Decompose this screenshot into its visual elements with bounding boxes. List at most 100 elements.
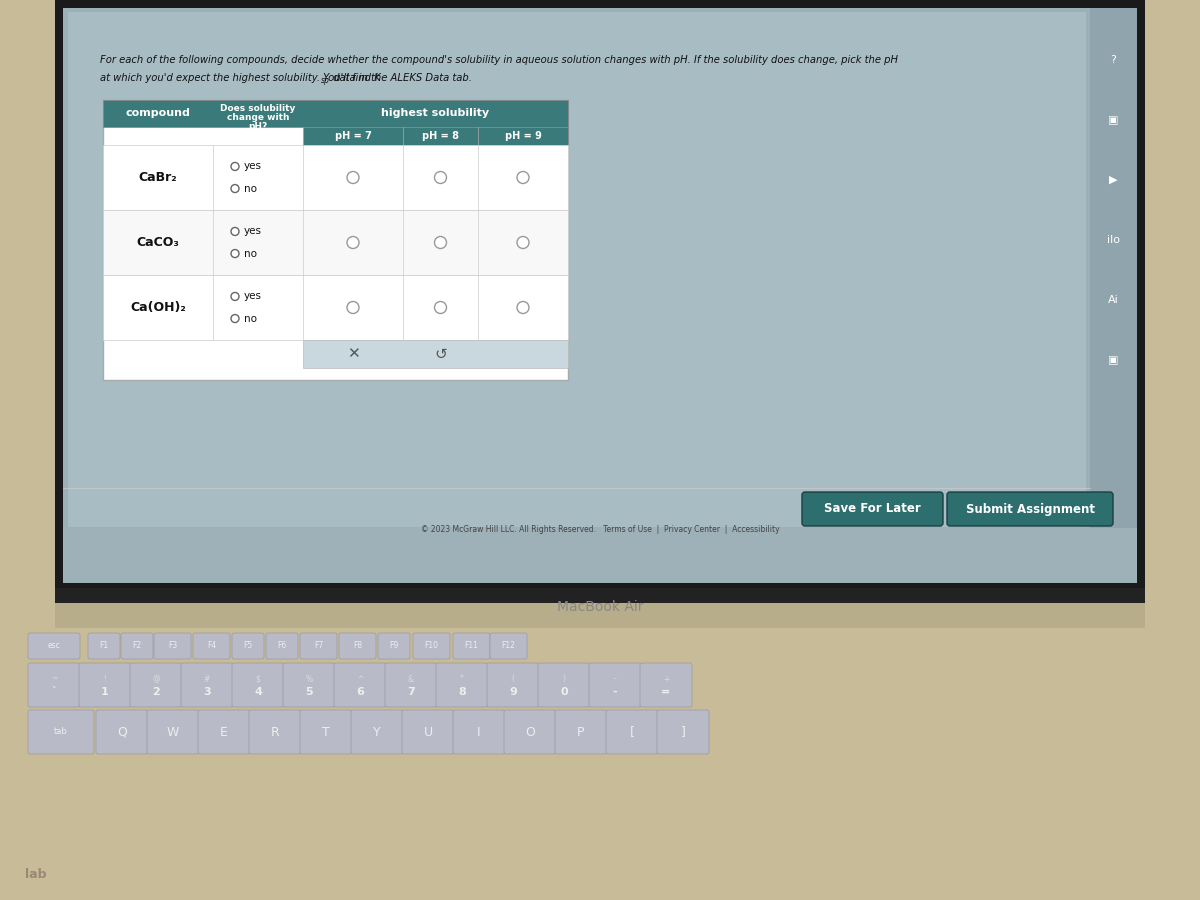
- Text: 4: 4: [254, 687, 262, 697]
- FancyBboxPatch shape: [554, 710, 607, 754]
- FancyBboxPatch shape: [454, 710, 505, 754]
- Text: ilo: ilo: [1106, 235, 1120, 245]
- Text: Save For Later: Save For Later: [823, 502, 920, 516]
- Bar: [55, 588, 1145, 603]
- Text: ?: ?: [1110, 55, 1116, 65]
- Text: *: *: [460, 674, 464, 683]
- Text: at which you'd expect the highest solubility. You'll find K: at which you'd expect the highest solubi…: [100, 73, 380, 83]
- Text: F3: F3: [168, 642, 178, 651]
- Circle shape: [230, 163, 239, 170]
- Text: U: U: [424, 725, 432, 739]
- Text: Ai: Ai: [1108, 295, 1118, 305]
- Text: change with: change with: [227, 113, 289, 122]
- Circle shape: [347, 172, 359, 184]
- FancyBboxPatch shape: [181, 663, 233, 707]
- Bar: [0, 603, 1200, 900]
- Text: 5: 5: [305, 687, 313, 697]
- Circle shape: [230, 184, 239, 193]
- Text: W: W: [167, 725, 179, 739]
- FancyBboxPatch shape: [283, 663, 335, 707]
- Bar: [302, 127, 568, 145]
- Text: compound: compound: [126, 109, 191, 119]
- Text: ]: ]: [680, 725, 685, 739]
- Circle shape: [230, 314, 239, 322]
- FancyBboxPatch shape: [79, 663, 131, 707]
- Text: F5: F5: [244, 642, 253, 651]
- FancyBboxPatch shape: [130, 663, 182, 707]
- Bar: [55, 603, 1145, 633]
- Text: F7: F7: [314, 642, 323, 651]
- Text: F1: F1: [100, 642, 108, 651]
- Circle shape: [517, 172, 529, 184]
- Text: Submit Assignment: Submit Assignment: [966, 502, 1094, 516]
- Text: F2: F2: [132, 642, 142, 651]
- Circle shape: [347, 237, 359, 248]
- Bar: [64, 8, 1138, 583]
- Text: ): ): [563, 674, 565, 683]
- FancyBboxPatch shape: [385, 663, 437, 707]
- Text: 9: 9: [509, 687, 517, 697]
- Text: ▶: ▶: [1109, 175, 1117, 185]
- Text: $: $: [256, 674, 260, 683]
- Text: 7: 7: [407, 687, 415, 697]
- Text: ✕: ✕: [347, 346, 359, 362]
- Text: !: !: [103, 674, 107, 683]
- Text: pH = 9: pH = 9: [504, 131, 541, 141]
- Text: sp: sp: [322, 76, 330, 85]
- Circle shape: [517, 237, 529, 248]
- Text: yes: yes: [244, 292, 262, 302]
- Text: 3: 3: [203, 687, 211, 697]
- FancyBboxPatch shape: [88, 633, 120, 659]
- Text: lab: lab: [25, 868, 47, 881]
- Circle shape: [517, 302, 529, 313]
- FancyBboxPatch shape: [28, 633, 80, 659]
- Text: © 2023 McGraw Hill LLC. All Rights Reserved.   Terms of Use  |  Privacy Center  : © 2023 McGraw Hill LLC. All Rights Reser…: [421, 525, 779, 534]
- Bar: [64, 8, 1090, 528]
- Text: F10: F10: [425, 642, 438, 651]
- Text: +: +: [662, 674, 670, 683]
- Text: 8: 8: [458, 687, 466, 697]
- Text: ^: ^: [356, 674, 364, 683]
- Bar: [302, 340, 568, 368]
- Text: For each of the following compounds, decide whether the compound's solubility in: For each of the following compounds, dec…: [100, 55, 898, 65]
- Text: esc: esc: [48, 642, 60, 651]
- FancyBboxPatch shape: [640, 663, 692, 707]
- Text: %: %: [306, 674, 312, 683]
- FancyBboxPatch shape: [413, 633, 450, 659]
- Text: F11: F11: [464, 642, 479, 651]
- Text: 0: 0: [560, 687, 568, 697]
- Bar: [103, 100, 568, 380]
- Text: Y: Y: [373, 725, 380, 739]
- Text: no: no: [244, 313, 257, 323]
- Text: ▣: ▣: [1108, 115, 1118, 125]
- Text: &: &: [408, 674, 414, 683]
- Bar: [103, 145, 568, 210]
- FancyBboxPatch shape: [28, 663, 80, 707]
- Text: MacBook Air: MacBook Air: [557, 600, 643, 614]
- FancyBboxPatch shape: [340, 633, 376, 659]
- Circle shape: [434, 302, 446, 313]
- Text: F6: F6: [277, 642, 287, 651]
- Text: highest solubility: highest solubility: [382, 109, 490, 119]
- Text: Ca(OH)₂: Ca(OH)₂: [130, 301, 186, 314]
- FancyBboxPatch shape: [436, 663, 488, 707]
- Text: F4: F4: [206, 642, 216, 651]
- Bar: [103, 275, 568, 340]
- Text: (: (: [511, 674, 515, 683]
- Text: Q: Q: [118, 725, 127, 739]
- FancyBboxPatch shape: [802, 492, 943, 526]
- Bar: [1090, 8, 1138, 528]
- Text: F12: F12: [502, 642, 516, 651]
- FancyBboxPatch shape: [193, 633, 230, 659]
- Text: data in the ALEKS Data tab.: data in the ALEKS Data tab.: [330, 73, 472, 83]
- FancyBboxPatch shape: [334, 663, 386, 707]
- Text: ↺: ↺: [434, 346, 446, 362]
- FancyBboxPatch shape: [538, 663, 590, 707]
- Text: @: @: [152, 674, 160, 683]
- FancyBboxPatch shape: [121, 633, 154, 659]
- Text: -: -: [613, 687, 617, 697]
- FancyBboxPatch shape: [232, 663, 284, 707]
- FancyBboxPatch shape: [352, 710, 403, 754]
- FancyBboxPatch shape: [504, 710, 556, 754]
- Text: ~: ~: [50, 674, 58, 683]
